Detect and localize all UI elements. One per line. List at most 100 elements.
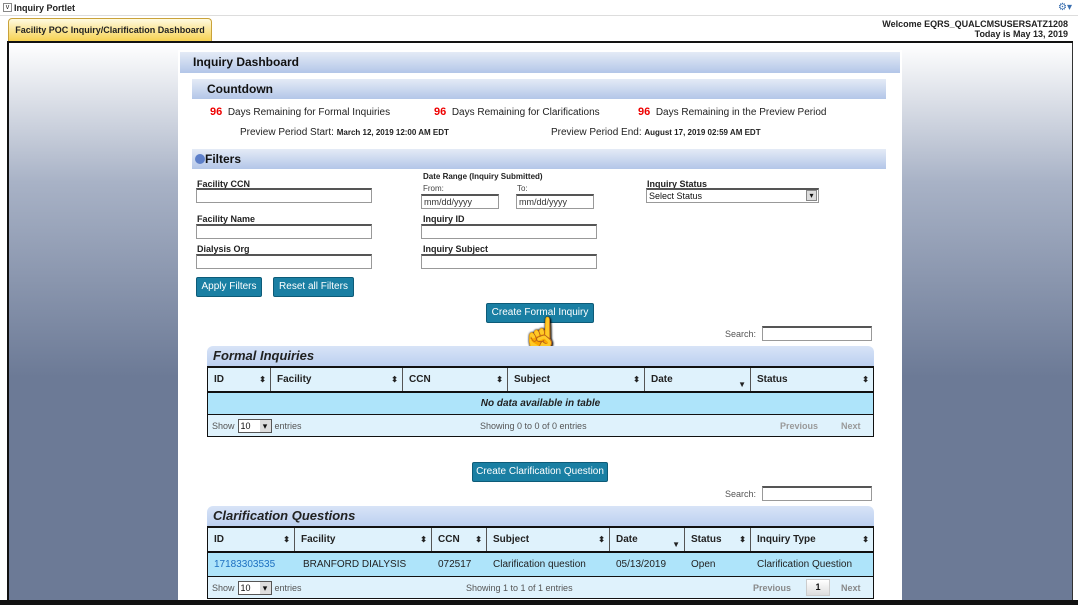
col-label: Inquiry Type <box>757 534 816 545</box>
create-clarification-button[interactable]: Create Clarification Question <box>472 462 608 482</box>
col-label: CCN <box>409 374 431 385</box>
col-id[interactable]: ID ⬍ <box>208 528 295 551</box>
col-date[interactable]: Date ▼ <box>645 368 751 391</box>
empty-row: No data available in table <box>208 391 873 414</box>
sort-icon: ⬍ <box>283 535 290 544</box>
preview-end-value: August 17, 2019 02:59 AM EDT <box>644 128 761 137</box>
col-id[interactable]: ID ⬍ <box>208 368 271 391</box>
sort-icon: ⬍ <box>739 535 746 544</box>
col-date[interactable]: Date ▼ <box>610 528 685 551</box>
countdown-clarifications: 96 Days Remaining for Clarifications <box>434 106 600 118</box>
today-text: Today is May 13, 2019 <box>974 29 1068 39</box>
formal-search-input[interactable] <box>762 326 872 341</box>
previous-button[interactable]: Previous <box>753 582 792 593</box>
col-inquiry-type[interactable]: Inquiry Type ⬍ <box>751 528 873 551</box>
countdown-header: Countdown <box>192 79 886 99</box>
col-ccn[interactable]: CCN ⬍ <box>432 528 487 551</box>
col-label: ID <box>214 374 224 385</box>
table-footer: Show10entries Showing 0 to 0 of 0 entrie… <box>208 414 873 436</box>
facility-name-input[interactable] <box>196 224 372 239</box>
table-info: Showing 1 to 1 of 1 entries <box>466 582 573 593</box>
create-formal-inquiry-button[interactable]: Create Formal Inquiry <box>486 303 594 323</box>
empty-message: No data available in table <box>480 398 601 409</box>
table-footer: Show10entries Showing 1 to 1 of 1 entrie… <box>208 576 873 598</box>
col-ccn[interactable]: CCN ⬍ <box>403 368 508 391</box>
reset-filters-button[interactable]: Reset all Filters <box>273 277 354 297</box>
preview-start: Preview Period Start: March 12, 2019 12:… <box>240 127 449 138</box>
cell-id[interactable]: 17183303535 <box>208 553 295 576</box>
inquiry-status-select[interactable]: Select Status ▾ <box>646 188 819 203</box>
col-label: ID <box>214 534 224 545</box>
col-label: Status <box>757 374 788 385</box>
search-label: Search: <box>725 489 757 499</box>
entries-label: entries <box>274 420 302 431</box>
next-button[interactable]: Next <box>841 420 861 431</box>
welcome-text: Welcome EQRS_QUALCMSUSERSATZ1208 <box>882 19 1068 29</box>
dialysis-org-label: Dialysis Org <box>197 244 250 254</box>
preview-start-label: Preview Period Start: <box>240 127 334 138</box>
sort-icon: ⬍ <box>475 535 482 544</box>
countdown-label: Days Remaining in the Preview Period <box>655 107 827 118</box>
page-1-button[interactable]: 1 <box>806 579 830 596</box>
dialysis-org-input[interactable] <box>196 254 372 269</box>
preview-end-label: Preview Period End: <box>551 127 642 138</box>
preview-end: Preview Period End: August 17, 2019 02:5… <box>551 127 761 138</box>
col-facility[interactable]: Facility ⬍ <box>271 368 403 391</box>
col-subject[interactable]: Subject ⬍ <box>487 528 610 551</box>
table-row: 17183303535 BRANFORD DIALYSIS 072517 Cla… <box>208 551 873 576</box>
divider <box>7 41 1073 43</box>
tab-dashboard[interactable]: Facility POC Inquiry/Clarification Dashb… <box>8 18 212 42</box>
clarification-questions-title: Clarification Questions <box>207 506 874 526</box>
cell-facility: BRANFORD DIALYSIS <box>303 559 407 570</box>
status-selected: Select Status <box>649 191 703 201</box>
table-header: ID ⬍ Facility ⬍ CCN ⬍ Subject ⬍ Date ▼ Status… <box>208 526 873 551</box>
show-label: Show <box>212 582 235 593</box>
previous-button[interactable]: Previous <box>780 420 819 431</box>
welcome-info: Welcome EQRS_QUALCMSUSERSATZ1208 Today is… <box>882 19 1068 39</box>
date-to-input[interactable]: mm/dd/yyyy <box>516 194 594 209</box>
table-header: ID ⬍ Facility ⬍ CCN ⬍ Subject ⬍ Date ▼ Status… <box>208 366 873 391</box>
filters-title: Filters <box>205 152 242 166</box>
col-label: Facility <box>277 374 312 385</box>
sort-icon: ⬍ <box>496 375 503 384</box>
entries-select[interactable]: 10 <box>237 580 272 595</box>
clarification-search-input[interactable] <box>762 486 872 501</box>
apply-filters-button[interactable]: Apply Filters <box>196 277 262 297</box>
col-status[interactable]: Status ⬍ <box>751 368 873 391</box>
sort-icon: ⬍ <box>259 375 266 384</box>
sort-icon: ⬍ <box>598 535 605 544</box>
table-info: Showing 0 to 0 of 0 entries <box>480 420 587 431</box>
cell-subject: Clarification question <box>493 559 586 570</box>
facility-name-label: Facility Name <box>197 214 256 224</box>
col-label: Subject <box>493 534 530 545</box>
next-button[interactable]: Next <box>841 582 861 593</box>
from-label: From: <box>423 184 444 193</box>
inquiry-status-label: Inquiry Status <box>647 179 708 189</box>
sort-icon: ⬍ <box>633 375 640 384</box>
filters-header[interactable]: Filters <box>192 149 886 169</box>
search-label: Search: <box>725 329 757 339</box>
entries-select[interactable]: 10 <box>237 418 272 433</box>
cell-status: Open <box>691 559 716 570</box>
col-label: Date <box>651 374 673 385</box>
col-label: Status <box>691 534 722 545</box>
facility-ccn-input[interactable] <box>196 188 372 203</box>
inquiry-id-link[interactable]: 17183303535 <box>214 559 276 570</box>
collapse-toggle-icon[interactable]: v <box>3 3 12 12</box>
formal-inquiries-title: Formal Inquiries <box>207 346 874 366</box>
inquiry-subject-input[interactable] <box>421 254 597 269</box>
to-label: To: <box>517 184 528 193</box>
collapse-icon[interactable] <box>195 154 205 164</box>
col-label: CCN <box>438 534 460 545</box>
col-facility[interactable]: Facility ⬍ <box>295 528 432 551</box>
col-subject[interactable]: Subject ⬍ <box>508 368 645 391</box>
ccn-label: Facility CCN <box>197 179 251 189</box>
countdown-label: Days Remaining for Clarifications <box>451 107 600 118</box>
inquiry-id-input[interactable] <box>421 224 597 239</box>
page-title: Inquiry Dashboard <box>180 52 900 73</box>
sort-icon: ⬍ <box>420 535 427 544</box>
portlet-title: Inquiry Portlet <box>14 3 76 13</box>
date-from-input[interactable]: mm/dd/yyyy <box>421 194 499 209</box>
gear-icon[interactable]: ⚙▾ <box>1058 2 1072 13</box>
col-status[interactable]: Status ⬍ <box>685 528 751 551</box>
